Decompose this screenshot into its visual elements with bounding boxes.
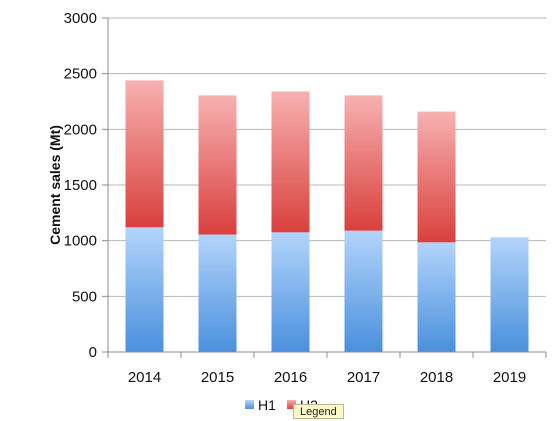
bar-h2-2016 <box>271 91 310 233</box>
bar-h2-2017 <box>344 95 383 231</box>
x-tick-label: 2017 <box>347 369 380 386</box>
x-tick-label: 2015 <box>201 369 234 386</box>
x-tick-label: 2019 <box>493 369 526 386</box>
legend-swatch-h2 <box>287 400 296 409</box>
y-tick-label: 2000 <box>64 121 97 138</box>
bar-h2-2015 <box>198 95 237 235</box>
bars <box>125 80 529 352</box>
x-tick-label: 2014 <box>128 369 161 386</box>
tick-labels: 0 500 1000 1500 2000 2500 3000 2014 2015 2016 2017… <box>64 10 527 386</box>
legend-tooltip: Legend <box>293 404 344 419</box>
bar-h2-2018 <box>417 111 456 243</box>
y-axis-title: Cement sales (Mt) <box>47 125 63 245</box>
axes <box>107 18 547 358</box>
y-tick-label: 1000 <box>64 233 97 250</box>
x-tick-label: 2018 <box>420 369 453 386</box>
y-tick-label: 1500 <box>64 177 97 194</box>
bar-h1-2019 <box>490 237 529 352</box>
bar-h1-2018 <box>417 242 456 352</box>
legend-label-h1: H1 <box>258 397 276 413</box>
y-tick-label: 0 <box>89 344 97 361</box>
legend-swatch-h1 <box>245 400 254 409</box>
y-tick-label: 500 <box>72 288 97 305</box>
gridlines <box>102 17 546 353</box>
x-tick-label: 2016 <box>274 369 307 386</box>
bar-h2-2014 <box>125 80 164 228</box>
bar-h1-2015 <box>198 234 237 352</box>
bar-h1-2014 <box>125 227 164 352</box>
bar-h1-2016 <box>271 232 310 352</box>
y-tick-label: 3000 <box>64 10 97 27</box>
bar-h1-2017 <box>344 230 383 352</box>
y-tick-label: 2500 <box>64 66 97 83</box>
